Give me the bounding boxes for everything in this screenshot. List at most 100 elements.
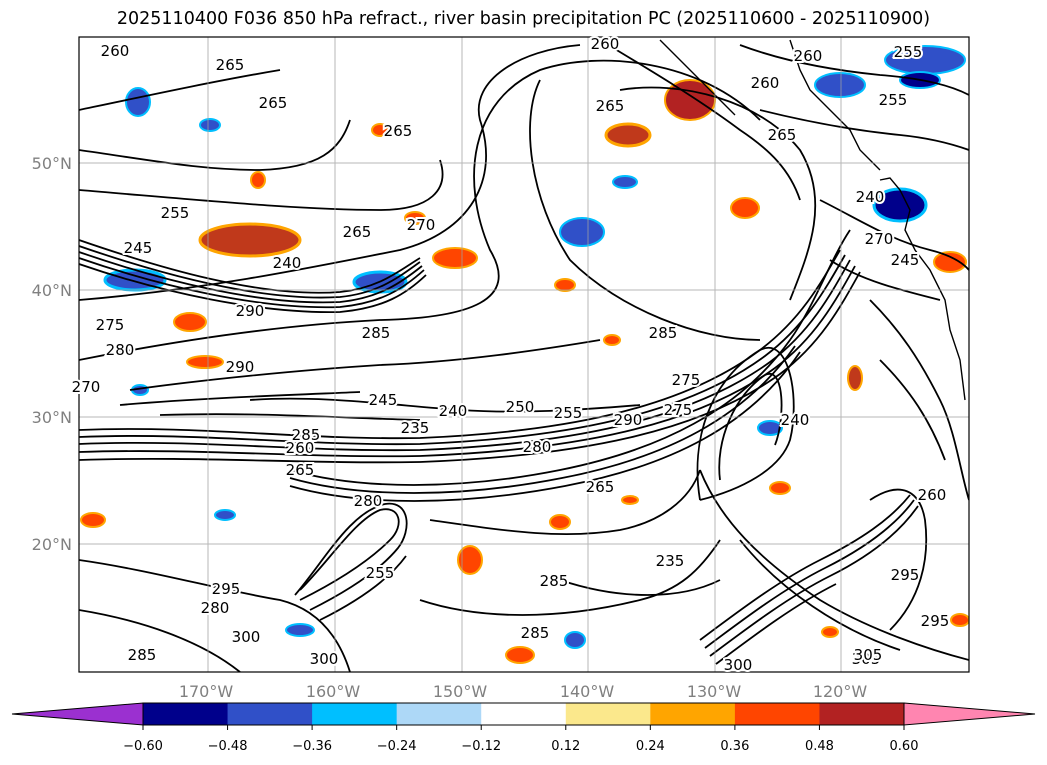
contour-label: 285 [362, 324, 391, 342]
colorbar-segment [819, 703, 905, 725]
contour-label: 285 [649, 324, 678, 342]
contour-label: 270 [865, 230, 894, 248]
contour-label: 265 [586, 478, 615, 496]
contour-label-halo: 280 [354, 492, 383, 510]
contour-label-halo: 235 [656, 552, 685, 570]
contour-label-halo: 235 [401, 419, 430, 437]
contour-label: 240 [439, 402, 468, 420]
contour-label: 245 [891, 251, 920, 269]
contour-label-halo: 265 [343, 223, 372, 241]
lon-label-160w: 160°W [306, 682, 361, 701]
contour-label: 275 [96, 316, 125, 334]
lon-label-130w: 130°W [687, 682, 742, 701]
contour-label-halo: 255 [879, 91, 908, 109]
contour-label-halo: 255 [894, 43, 923, 61]
lon-label-150w: 150°W [433, 682, 488, 701]
contour-label-halo: 290 [236, 302, 265, 320]
contour-label: 295 [921, 612, 950, 630]
contour-label: 265 [596, 97, 625, 115]
contour-label-halo: 240 [439, 402, 468, 420]
contour-label: 305 [854, 646, 883, 664]
lat-label-20n: 20°N [32, 535, 72, 554]
contour-label: 275 [672, 371, 701, 389]
contour-label-halo: 300 [724, 656, 753, 674]
contour-label-halo: 290 [226, 358, 255, 376]
contour-label: 270 [72, 378, 101, 396]
contour-label-halo: 245 [369, 391, 398, 409]
contour-label-halo: 295 [212, 580, 241, 598]
contour-label-group: 260 260 265 265 265 265 265 265 255 255 245 245 240 2… [70, 33, 952, 676]
contour-label-halo: 280 [201, 599, 230, 617]
colorbar-tick-label: −0.60 [123, 739, 163, 754]
colorbar-extend-left [11, 702, 144, 726]
contour-label-halo: 245 [124, 239, 153, 257]
contour-label: 260 [286, 439, 315, 457]
colorbar-tick-label: 0.60 [890, 739, 919, 754]
contour-label-halo: 260 [918, 486, 947, 504]
contour-label-halo: 265 [216, 56, 245, 74]
contour-label-halo: 285 [362, 324, 391, 342]
map-plot-area [79, 37, 969, 672]
colorbar-segment [734, 703, 820, 725]
contour-label-halo: 260 [751, 74, 780, 92]
precip-shading [80, 45, 969, 664]
colorbar-segment [396, 703, 482, 725]
colorbar-tick-label: 0.36 [720, 739, 749, 754]
contour-label: 235 [656, 552, 685, 570]
contour-label: 260 [101, 42, 130, 60]
colorbar-tick-label: −0.36 [292, 739, 332, 754]
colorbar-segment [650, 703, 736, 725]
contour-label: 255 [161, 204, 190, 222]
contour-label: 265 [286, 461, 315, 479]
colorbar-extend-right [903, 702, 1036, 726]
contour-label: 290 [236, 302, 265, 320]
contour-label: 285 [540, 572, 569, 590]
contour-label-halo: 265 [384, 122, 413, 140]
contour-label-halo: 250 [506, 398, 535, 416]
colorbar-segment [481, 703, 567, 725]
colorbar-segment [227, 703, 313, 725]
contour-label: 290 [614, 411, 643, 429]
contour-label-halo: 255 [554, 404, 583, 422]
contour-label-halo: 240 [781, 411, 810, 429]
contour-label-halo: 285 [128, 646, 157, 664]
contour-label: 285 [521, 624, 550, 642]
contour-label-halo: 240 [856, 188, 885, 206]
contour-label: 300 [232, 628, 261, 646]
contour-label: 270 [407, 216, 436, 234]
contour-label: 265 [259, 94, 288, 112]
contour-label: 240 [856, 188, 885, 206]
contour-label-halo: 270 [407, 216, 436, 234]
contour-label-halo: 245 [891, 251, 920, 269]
contour-label: 255 [366, 564, 395, 582]
contour-label: 240 [273, 254, 302, 272]
refractivity-contours [79, 39, 969, 672]
colorbar-segment [312, 703, 398, 725]
contour-label: 300 [724, 656, 753, 674]
map-title: 2025110400 F036 850 hPa refract., river … [116, 9, 931, 29]
contour-label-halo: 290 [614, 411, 643, 429]
contour-label-halo: 285 [540, 572, 569, 590]
contour-label-halo: 265 [768, 126, 797, 144]
contour-label-halo: 300 [232, 628, 261, 646]
contour-label: 250 [506, 398, 535, 416]
contour-label: 235 [401, 419, 430, 437]
contour-label-halo: 265 [286, 461, 315, 479]
contour-label: 265 [216, 56, 245, 74]
contour-label: 265 [768, 126, 797, 144]
contour-label: 260 [591, 35, 620, 53]
contour-label: 280 [354, 492, 383, 510]
contour-label-halo: 285 [521, 624, 550, 642]
contour-label-halo: 295 [891, 566, 920, 584]
contour-label-halo: 265 [259, 94, 288, 112]
contour-label: 290 [226, 358, 255, 376]
colorbar-frame [142, 702, 905, 726]
contour-label: 300 [310, 650, 339, 668]
latitude-labels: 50°N 40°N 30°N 20°N [32, 154, 72, 554]
contour-label: 275 [664, 401, 693, 419]
contour-label-halo: 275 [672, 371, 701, 389]
contour-label: 280 [201, 599, 230, 617]
contour-label-halo: 295 [921, 612, 950, 630]
contour-label: 255 [894, 43, 923, 61]
